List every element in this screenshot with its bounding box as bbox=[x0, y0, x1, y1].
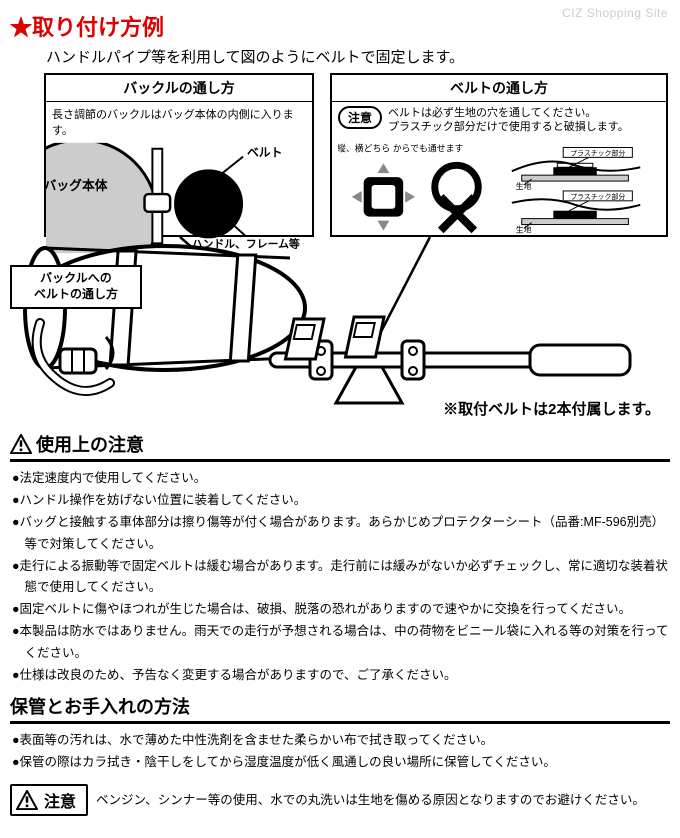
label-fabric-ok: 生地 bbox=[516, 181, 532, 191]
label-plastic-ng: プラスチック部分 bbox=[570, 191, 625, 200]
warning-icon bbox=[16, 790, 38, 810]
watermark: CIZ Shopping Site bbox=[562, 6, 668, 20]
belt-dir-text: ベルトは縦、横どちら からでも通せます bbox=[338, 142, 464, 153]
label-fabric-ng: 生地 bbox=[516, 224, 532, 234]
label-belt: ベルト bbox=[247, 146, 282, 160]
label-bag: バッグ本体 bbox=[46, 178, 108, 193]
subtitle: ハンドルパイプ等を利用して図のようにベルトで固定します。 bbox=[0, 46, 680, 73]
panel-belt: ベルトの通し方 注意 ベルトは必ず生地の穴を通してください。 プラスチック部分だ… bbox=[330, 73, 668, 237]
diagram-area: バックルの通し方 長さ調節のバックルはバッグ本体の内側に入ります。 バッグ本体 … bbox=[10, 73, 670, 425]
panel-buckle: バックルの通し方 長さ調節のバックルはバッグ本体の内側に入ります。 バッグ本体 … bbox=[44, 73, 314, 237]
label-plastic-ok: プラスチック部分 bbox=[570, 148, 625, 157]
warning-icon bbox=[10, 434, 32, 454]
bullet-item: ●バッグと接触する車体部分は擦り傷等が付く場合があります。あらかじめプロテクター… bbox=[12, 512, 670, 556]
bullet-item: ●保管の際はカラ拭き・陰干しをしてから湿度温度が低く風通しの良い場所に保管してく… bbox=[12, 752, 670, 774]
caution-badge: 注意 bbox=[10, 784, 88, 816]
care-bullets: ●表面等の汚れは、水で薄めた中性洗剤を含ませた柔らかい布で拭き取ってください。●… bbox=[10, 730, 670, 774]
bullet-item: ●本製品は防水ではありません。雨天での走行が予想される場合は、中の荷物をビニール… bbox=[12, 621, 670, 665]
panel-buckle-text: 長さ調節のバックルはバッグ本体の内側に入ります。 bbox=[46, 102, 312, 142]
usage-bullets: ●法定速度内で使用してください。●ハンドル操作を妨げない位置に装着してください。… bbox=[10, 468, 670, 687]
bullet-item: ●法定速度内で使用してください。 bbox=[12, 468, 670, 490]
notice-label: 注意 bbox=[338, 106, 382, 129]
callout-buckle-thread: バックルへの ベルトの通し方 bbox=[10, 265, 142, 309]
bullet-item: ●表面等の汚れは、水で薄めた中性洗剤を含ませた柔らかい布で拭き取ってください。 bbox=[12, 730, 670, 752]
bullet-item: ●ハンドル操作を妨げない位置に装着してください。 bbox=[12, 490, 670, 512]
star-icon: ★ bbox=[10, 15, 32, 40]
bullet-item: ●仕様は改良のため、予告なく変更する場合がありますので、ご了承ください。 bbox=[12, 665, 670, 687]
notice-text: ベルトは必ず生地の穴を通してください。 プラスチック部分だけで使用すると破損しま… bbox=[388, 106, 629, 135]
caution-row: 注意 ベンジン、シンナー等の使用、水での丸洗いは生地を傷める原因となりますのでお… bbox=[10, 784, 670, 816]
section-usage: 使用上の注意 ●法定速度内で使用してください。●ハンドル操作を妨げない位置に装着… bbox=[10, 431, 670, 687]
panel-belt-header: ベルトの通し方 bbox=[332, 75, 666, 102]
section-usage-title: 使用上の注意 bbox=[10, 431, 670, 462]
belt-diagram: ベルトは縦、横どちら からでも通せます プラスチック部分 bbox=[338, 139, 660, 235]
bullet-item: ●固定ベルトに傷やほつれが生じた場合は、破損、脱落の恐れがありますので速やかに交… bbox=[12, 599, 670, 621]
panel-buckle-header: バックルの通し方 bbox=[46, 75, 312, 102]
buckle-thread-illustration bbox=[10, 313, 150, 423]
section-care-title: 保管とお手入れの方法 bbox=[10, 693, 670, 724]
bullet-item: ●走行による振動等で固定ベルトは緩む場合があります。走行前には緩みがないか必ずチ… bbox=[12, 556, 670, 600]
caution-text: ベンジン、シンナー等の使用、水での丸洗いは生地を傷める原因となりますのでお避けく… bbox=[96, 784, 645, 808]
section-care: 保管とお手入れの方法 ●表面等の汚れは、水で薄めた中性洗剤を含ませた柔らかい布で… bbox=[10, 693, 670, 774]
